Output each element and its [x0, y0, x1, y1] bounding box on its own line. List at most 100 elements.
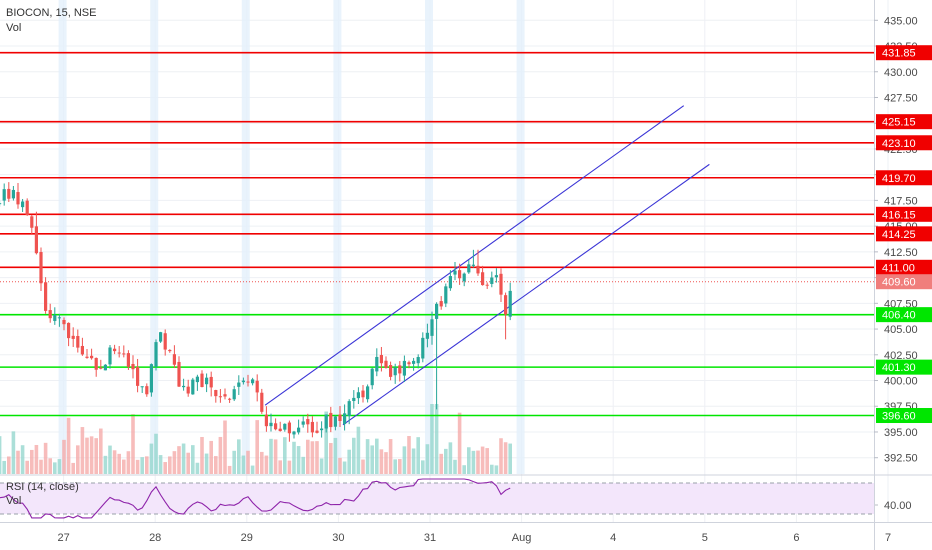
candle-body: [223, 394, 227, 397]
y-tick-label: 417.50: [884, 195, 918, 207]
candle-body: [310, 421, 314, 433]
x-tick-label: 27: [57, 532, 69, 544]
resistance-level-tag-label: 423.10: [882, 138, 916, 150]
volume-bar: [227, 465, 232, 474]
resistance-level-tag-label: 411.00: [882, 262, 915, 274]
volume-bar: [232, 450, 236, 474]
volume-bar: [333, 437, 338, 474]
candle-body: [172, 354, 176, 365]
candle-body: [136, 366, 140, 386]
channel-line-1[interactable]: [264, 105, 685, 406]
volume-bar: [62, 439, 66, 474]
candle-body: [103, 364, 107, 371]
volume-bar: [480, 446, 485, 474]
volume-bar: [154, 433, 158, 474]
volume-bar: [287, 460, 292, 474]
volume-bar: [163, 462, 167, 474]
candle-body: [283, 423, 287, 430]
volume-bar: [85, 437, 89, 474]
y-tick-label: 427.50: [884, 92, 918, 104]
candle-body: [241, 380, 245, 383]
volume-bar: [20, 445, 25, 474]
volume-bar: [57, 459, 62, 474]
volume-bar: [66, 417, 71, 474]
candle-body: [481, 272, 485, 286]
volume-bar: [260, 451, 264, 474]
candle-body: [99, 367, 103, 369]
candle-body: [122, 353, 126, 355]
y-tick-label: 405.00: [884, 324, 918, 336]
volume-bar: [140, 457, 144, 474]
volume-bar: [117, 453, 121, 474]
volume-bar: [237, 439, 241, 474]
candle-body: [412, 360, 416, 364]
candle-body: [315, 430, 319, 433]
candle-body: [499, 273, 503, 295]
candle-body: [476, 265, 480, 274]
candles: [0, 182, 512, 442]
support-level-tag-label: 396.60: [882, 411, 916, 423]
volume-bar: [80, 427, 85, 474]
resistance-level-tag: [876, 114, 932, 130]
volume-bar: [384, 452, 388, 474]
volume-bar: [467, 447, 471, 474]
candle-body: [384, 360, 388, 368]
candle-body: [126, 353, 130, 367]
volume-bar: [352, 437, 356, 474]
candle-body: [471, 264, 475, 266]
volume-bar: [448, 442, 453, 474]
candle-body: [90, 355, 94, 359]
candle-body: [2, 189, 6, 201]
candle-body: [94, 357, 98, 370]
candle-body: [333, 416, 337, 427]
candle-body: [7, 188, 11, 199]
candle-body: [485, 284, 489, 286]
candle-body: [347, 401, 351, 417]
candle-body: [218, 396, 222, 398]
volume-bar: [30, 449, 34, 474]
x-tick-label: 29: [241, 532, 253, 544]
candle-body: [366, 386, 370, 400]
rsi-pane: 40.00: [0, 474, 932, 519]
volume-bar: [347, 449, 351, 474]
volume-bars: [0, 404, 512, 474]
volume-bar: [444, 448, 448, 474]
volume-bar: [342, 461, 347, 474]
x-tick-label: Aug: [512, 532, 532, 544]
candle-body: [140, 386, 144, 388]
candle-body: [379, 355, 383, 364]
volume-bar: [39, 459, 43, 474]
volume-bar: [379, 449, 384, 474]
volume-bar: [361, 459, 365, 474]
x-tick-label: 6: [793, 532, 799, 544]
candle-body: [402, 360, 406, 376]
volume-bar: [494, 465, 499, 474]
candle-body: [448, 276, 452, 289]
candle-body: [494, 275, 498, 278]
resistance-level-tag: [876, 170, 932, 186]
volume-bar: [439, 453, 443, 474]
candle-body: [444, 286, 448, 304]
volume-bar: [204, 453, 209, 474]
symbol-label: BIOCON, 15, NSE: [6, 7, 96, 19]
volume-bar: [269, 438, 273, 474]
volume-bar: [278, 460, 282, 474]
volume-bar: [195, 462, 200, 474]
candle-body: [292, 431, 296, 435]
volume-bar: [324, 411, 328, 474]
session-band-4: [425, 0, 433, 474]
volume-bar: [453, 459, 457, 474]
time-axis[interactable]: 262728293031Aug4567: [0, 532, 891, 544]
candle-body: [458, 270, 462, 279]
candle-body: [504, 295, 508, 315]
last-price-tag: [876, 274, 932, 290]
volume-bar: [48, 458, 52, 474]
resistance-level-tag: [876, 45, 932, 61]
candle-body: [117, 352, 121, 354]
volume-bar: [34, 444, 39, 474]
candle-body: [205, 377, 209, 385]
candle-body: [39, 252, 43, 284]
candle-body: [306, 419, 310, 425]
